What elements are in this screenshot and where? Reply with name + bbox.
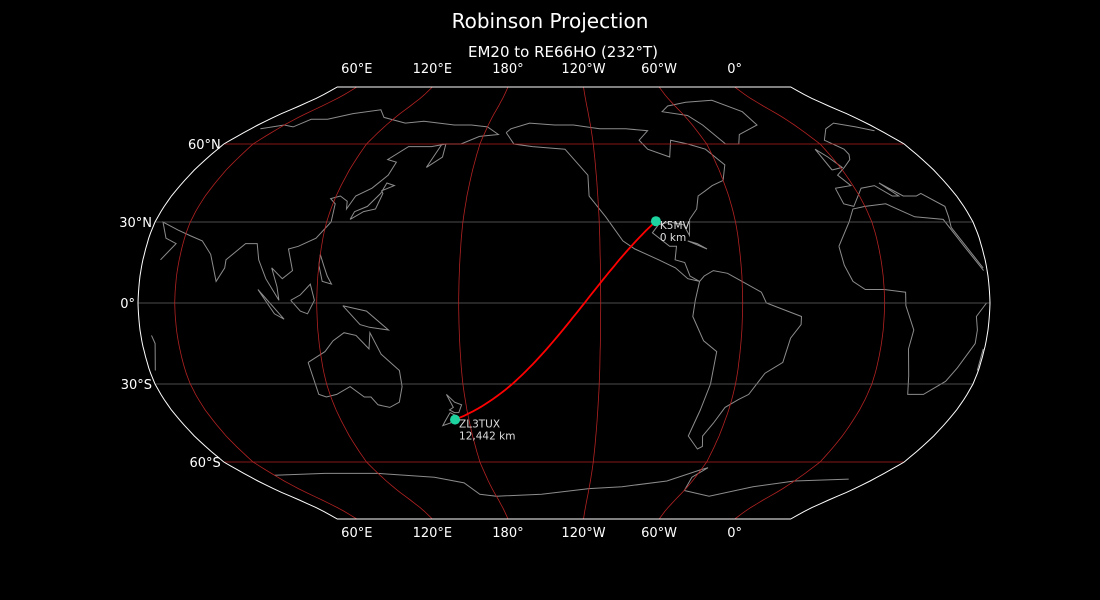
coastline <box>318 254 333 285</box>
lon-label-top: 120°E <box>413 62 453 77</box>
lon-label-bottom: 120°E <box>413 526 453 541</box>
coastlines <box>151 99 987 497</box>
station-marker[interactable] <box>450 414 461 425</box>
lat-label: 60°N <box>188 138 221 153</box>
meridian-line <box>316 86 433 520</box>
station-marker[interactable] <box>650 216 661 227</box>
coastline <box>290 283 315 315</box>
meridian-line <box>174 86 358 520</box>
coastline <box>349 182 396 220</box>
lon-label-top: 120°W <box>561 62 605 77</box>
lon-label-bottom: 180° <box>492 526 523 541</box>
lon-label-top: 0° <box>727 62 742 77</box>
lon-label-top: 60°E <box>341 62 372 77</box>
coastline <box>445 394 463 414</box>
coastline <box>274 467 849 497</box>
station-callsign: K5MV <box>660 220 691 232</box>
lon-label-bottom: 0° <box>727 526 742 541</box>
coastline <box>814 148 844 171</box>
graticule-labels: 60°E 60°E 120°E 120°E 180° 180° 120°W 120°W 60°W… <box>119 62 742 541</box>
great-circle-path <box>454 220 657 421</box>
meridian-line <box>583 86 602 520</box>
lon-label-top: 60°W <box>641 62 677 77</box>
coastline <box>838 203 987 395</box>
lat-label: 30°N <box>119 216 152 231</box>
meridian-line <box>658 86 744 520</box>
station-distance: 0 km <box>660 232 686 244</box>
coastline <box>151 335 984 371</box>
lon-label-bottom: 60°W <box>641 526 677 541</box>
lat-label: 60°S <box>189 456 220 471</box>
coastline <box>257 289 285 320</box>
meridian-line <box>458 86 509 520</box>
lat-label: 0° <box>120 297 135 312</box>
coastline <box>505 122 726 282</box>
map-title: Robinson Projection <box>451 9 649 33</box>
station-callsign: ZL3TUX <box>459 419 500 431</box>
meridian-line <box>734 86 886 520</box>
station-distance: 12,442 km <box>459 431 515 443</box>
coastline <box>307 330 403 408</box>
coastline <box>687 240 708 250</box>
lon-label-bottom: 120°W <box>561 526 605 541</box>
map-subtitle: EM20 to RE66HO (232°T) <box>468 43 658 61</box>
coastline <box>160 109 984 301</box>
map-boundary <box>137 86 991 520</box>
coastline <box>661 99 758 145</box>
coastline <box>687 270 803 450</box>
lon-label-bottom: 60°E <box>341 526 372 541</box>
coastline <box>342 305 391 331</box>
graticule <box>138 86 990 520</box>
lon-label-top: 180° <box>492 62 523 77</box>
lat-label: 30°S <box>121 378 152 393</box>
